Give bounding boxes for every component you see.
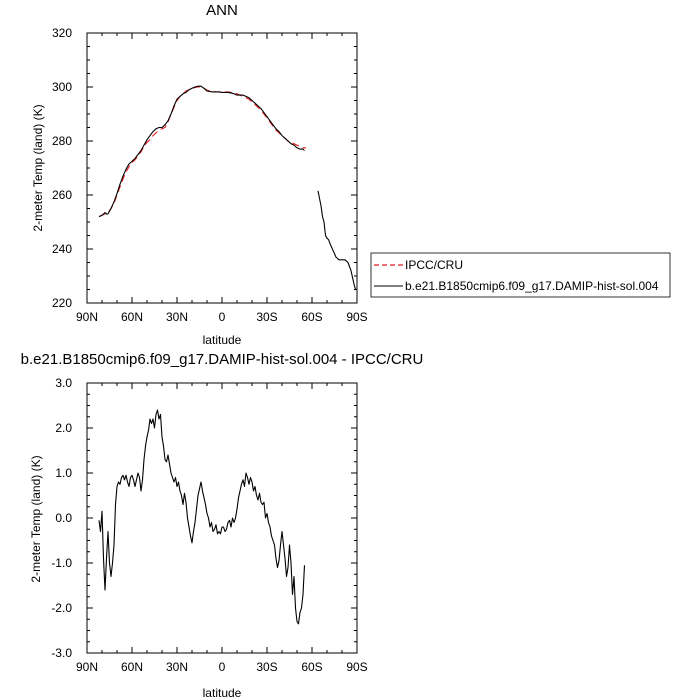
bottom-xtick-label-2: 30N [166,660,188,674]
top-xtick-label-0: 90N [76,310,98,324]
top-ytick-label-3: 280 [52,134,72,148]
top-series-0-line-0 [98,86,306,218]
legend-label-ipcc-cru: IPCC/CRU [405,258,463,272]
bottom-xtick-label-4: 30S [256,660,277,674]
legend-box [370,252,671,298]
bottom-xtick-label-6: 90S [346,660,367,674]
bottom-x-axis-label: latitude [203,686,242,700]
bottom-ytick-label-2: -1.0 [51,556,72,570]
bottom-xtick-label-1: 60N [121,660,143,674]
bottom-ytick-label-0: -3.0 [51,646,72,660]
top-plot-frame [86,32,358,304]
bottom-ytick-label-1: -2.0 [51,601,72,615]
bottom-ytick-label-6: 3.0 [55,376,72,390]
top-y-axis-label: 2-meter Temp (land) (K) [31,104,45,231]
bottom-y-axis-label: 2-meter Temp (land) (K) [29,455,43,582]
top-ytick-label-2: 260 [52,188,72,202]
bottom-ytick-label-4: 1.0 [55,466,72,480]
bottom-series-0-line-0 [98,409,306,625]
top-axis-ticks: 90N 60N 30N 0 30S 60S 90S 220 240 260 280 300 320 [52,26,368,324]
bottom-panel: b.e21.B1850cmip6.f09_g17.DAMIP-hist-sol.… [21,351,424,700]
top-xtick-label-6: 90S [346,310,367,324]
top-chart-title: ANN [206,2,238,19]
bottom-xtick-label-0: 90N [76,660,98,674]
top-xtick-label-1: 60N [121,310,143,324]
top-ytick-label-5: 320 [52,26,72,40]
top-xtick-label-5: 60S [301,310,322,324]
bottom-ytick-label-5: 2.0 [55,421,72,435]
top-xtick-label-4: 30S [256,310,277,324]
bottom-xtick-label-3: 0 [219,660,226,674]
legend: IPCC/CRU b.e21.B1850cmip6.f09_g17.DAMIP-… [370,252,671,298]
top-xtick-label-3: 0 [219,310,226,324]
top-series-1-line-1 [317,190,357,291]
top-ytick-label-1: 240 [52,242,72,256]
top-series-1-line-0 [98,85,305,218]
bottom-series-lines [98,409,306,625]
bottom-chart-title: b.e21.B1850cmip6.f09_g17.DAMIP-hist-sol.… [21,351,424,368]
top-x-axis-label: latitude [203,333,242,347]
legend-label-model: b.e21.B1850cmip6.f09_g17.DAMIP-hist-sol.… [405,279,659,293]
bottom-xtick-label-5: 60S [301,660,322,674]
top-xtick-label-2: 30N [166,310,188,324]
top-ytick-label-4: 300 [52,80,72,94]
bottom-ytick-label-3: 0.0 [55,511,72,525]
bottom-plot-frame [86,382,358,654]
top-series-lines [98,85,357,291]
top-ytick-label-0: 220 [52,296,72,310]
top-panel: ANN latitude 2-meter Temp (land) (K) 90N… [31,2,368,347]
